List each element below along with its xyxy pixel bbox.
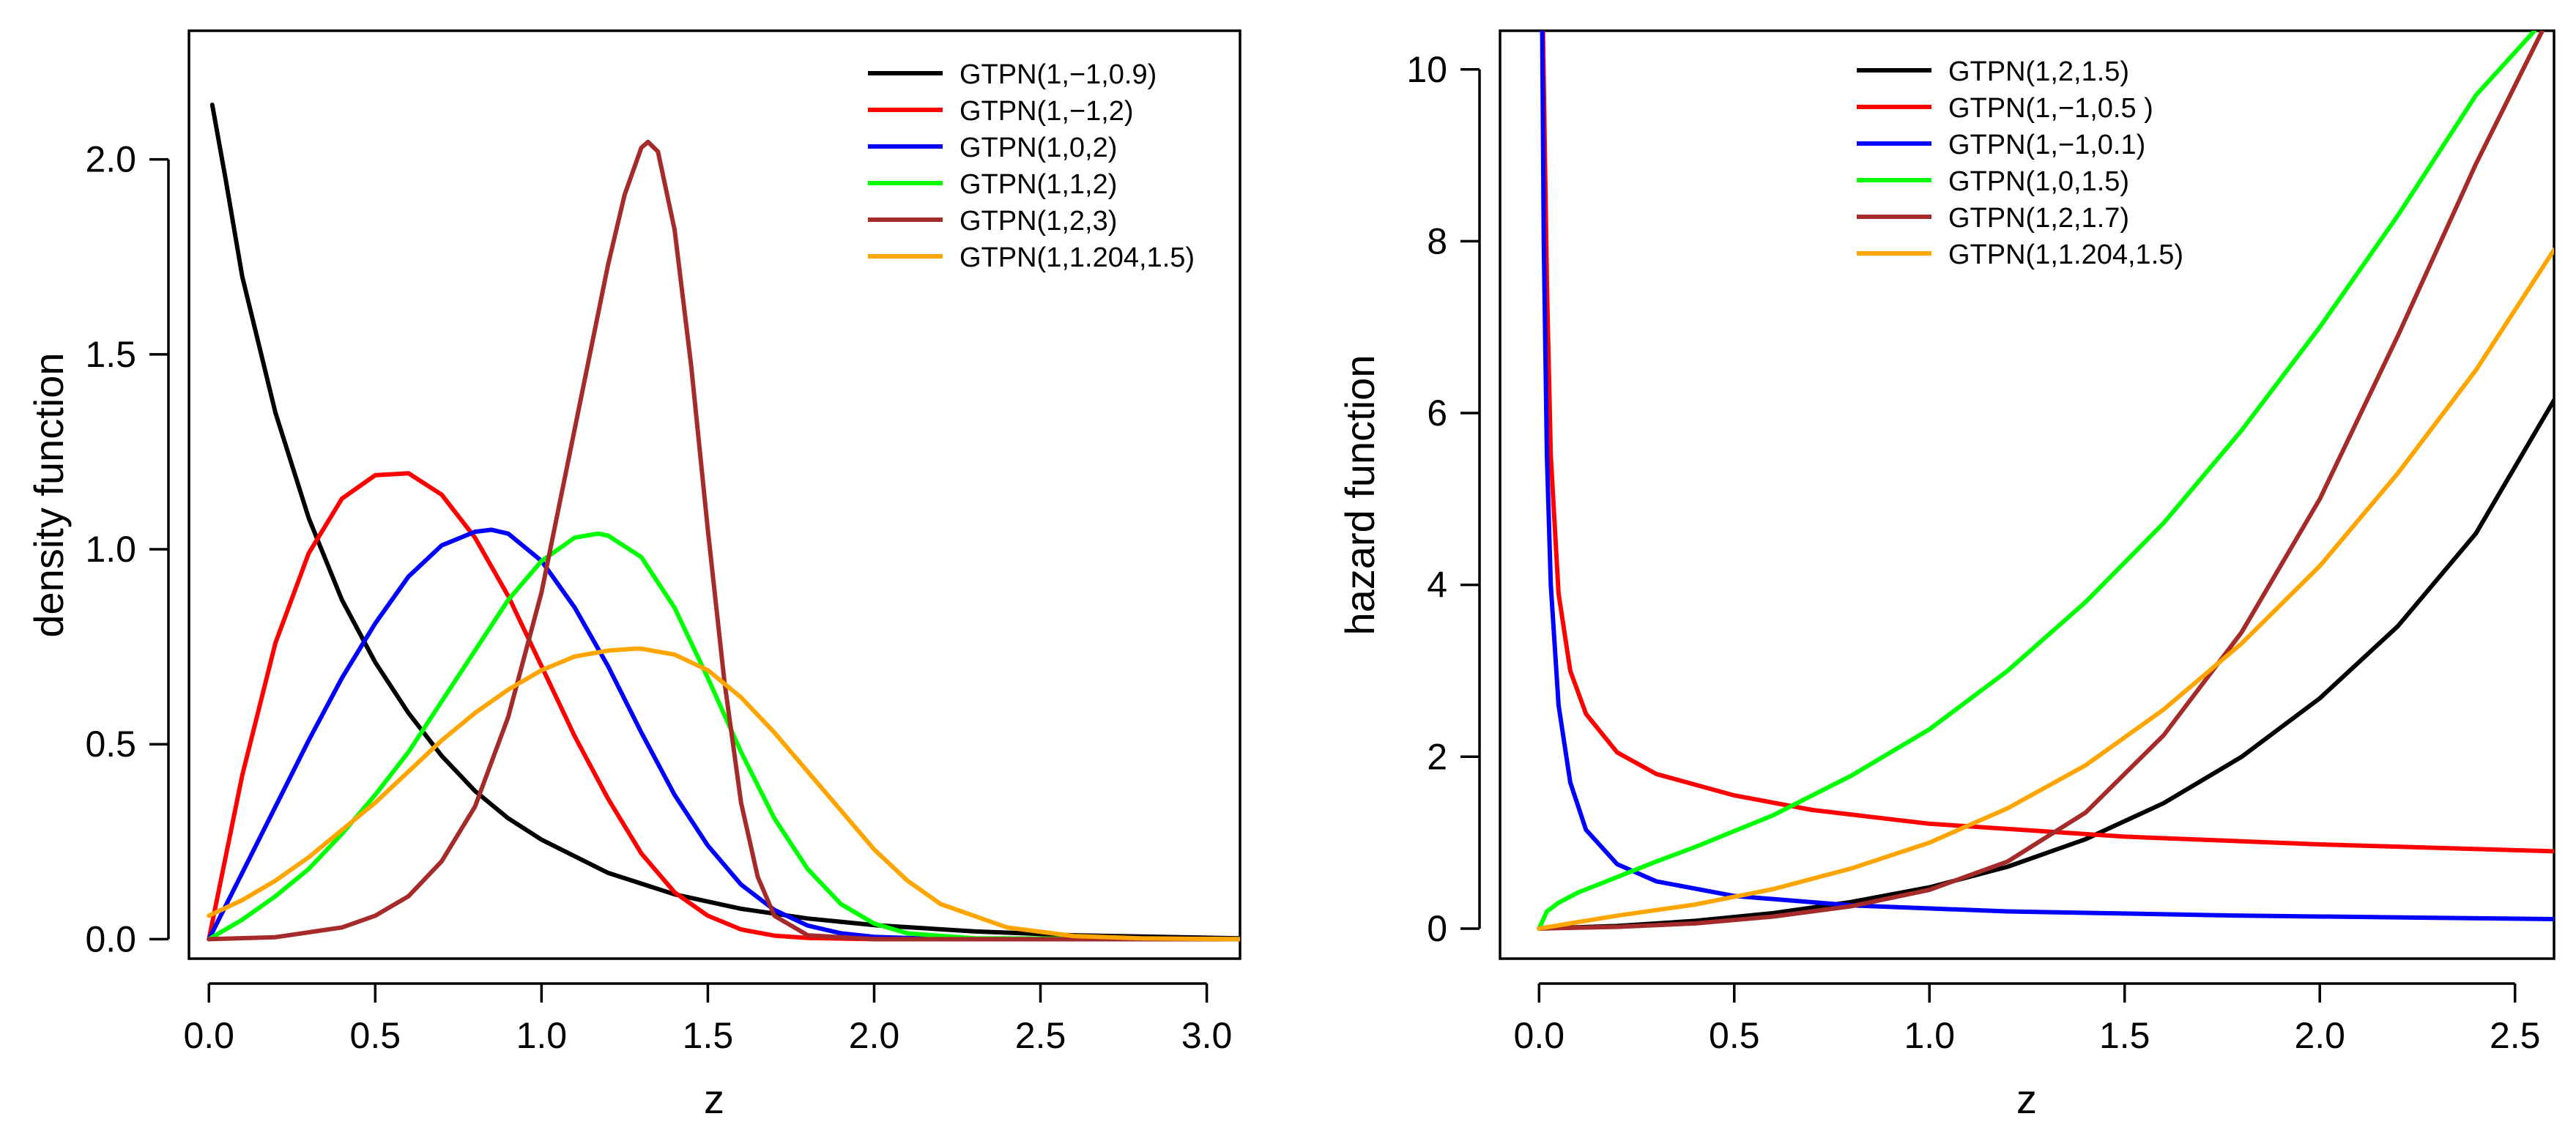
hazard-x-tick-label-5: 2.5 <box>2490 1015 2541 1056</box>
hazard-series-line-3 <box>1537 31 2537 931</box>
hazard-x-tick-label-1: 0.5 <box>1709 1015 1760 1056</box>
hazard-legend-entry-5: GTPN(1,1.204,1.5) <box>1948 239 2183 270</box>
hazard-legend-entry-4: GTPN(1,2,1.7) <box>1948 203 2129 234</box>
density-series-group <box>207 103 1240 942</box>
density-legend-entry-4: GTPN(1,2,3) <box>959 206 1117 237</box>
hazard-x-axis-label: z <box>2016 1076 2037 1122</box>
hazard-series-line-4 <box>1537 31 2545 931</box>
density-series-line-2 <box>207 527 1240 942</box>
density-series-line-1 <box>207 471 1240 942</box>
hazard-legend-entry-1: GTPN(1,−1,0.5 ) <box>1948 93 2153 124</box>
hazard-series-line-5 <box>1537 248 2554 931</box>
hazard-legend: GTPN(1,2,1.5) GTPN(1,−1,0.5 ) GTPN(1,−1,0.… <box>1857 56 2183 270</box>
density-x-tick-label-0: 0.0 <box>183 1015 234 1056</box>
density-x-tick-label-3: 1.5 <box>683 1015 734 1056</box>
density-axes: 0.0 0.5 1.0 1.5 2.0 2.5 3.0 0.0 0.5 1.0 1.5 2.0 <box>85 139 1232 1056</box>
hazard-y-tick-label-2: 4 <box>1427 565 1447 606</box>
density-y-tick-label-4: 2.0 <box>85 139 136 180</box>
hazard-x-tick-label-3: 1.5 <box>2099 1015 2150 1056</box>
density-legend-entry-2: GTPN(1,0,2) <box>959 133 1117 163</box>
hazard-x-tick-label-2: 1.0 <box>1904 1015 1956 1056</box>
density-legend-entry-3: GTPN(1,1,2) <box>959 169 1117 200</box>
density-panel: 0.0 0.5 1.0 1.5 2.0 2.5 3.0 0.0 0.5 1.0 1.5 2.0 z d… <box>26 29 1241 1122</box>
hazard-series-line-1 <box>1540 31 2554 854</box>
hazard-y-tick-label-0: 0 <box>1427 908 1447 949</box>
density-x-tick-label-2: 1.0 <box>516 1015 568 1056</box>
hazard-plot-frame <box>1499 29 2555 960</box>
hazard-series-line-2 <box>1540 31 2554 921</box>
hazard-panel: 0.0 0.5 1.0 1.5 2.0 2.5 0 2 4 6 8 10 z hazard funct… <box>1337 29 2555 1122</box>
density-legend-entry-0: GTPN(1,−1,0.9) <box>959 59 1157 90</box>
density-x-tick-label-4: 2.0 <box>849 1015 900 1056</box>
density-series-line-3 <box>207 531 1240 942</box>
density-y-tick-label-3: 1.5 <box>85 334 136 375</box>
hazard-legend-entry-3: GTPN(1,0,1.5) <box>1948 166 2129 197</box>
hazard-y-tick-label-1: 2 <box>1427 736 1447 777</box>
hazard-legend-entry-2: GTPN(1,−1,0.1) <box>1948 130 2145 160</box>
density-legend-entry-5: GTPN(1,1.204,1.5) <box>959 242 1195 273</box>
density-series-line-0 <box>209 103 1240 941</box>
density-x-tick-label-5: 2.5 <box>1015 1015 1066 1056</box>
density-legend-entry-1: GTPN(1,−1,2) <box>959 96 1134 127</box>
density-series-line-4 <box>207 139 1240 942</box>
hazard-series-group <box>1537 31 2554 931</box>
density-y-axis-label: density function <box>26 352 72 637</box>
hazard-axes: 0.0 0.5 1.0 1.5 2.0 2.5 0 2 4 6 8 10 <box>1406 49 2540 1056</box>
hazard-x-tick-label-0: 0.0 <box>1514 1015 1565 1056</box>
hazard-legend-entry-0: GTPN(1,2,1.5) <box>1948 56 2129 87</box>
hazard-series-line-0 <box>1537 398 2554 931</box>
hazard-y-tick-label-3: 6 <box>1427 393 1447 434</box>
density-y-tick-label-1: 0.5 <box>85 724 136 765</box>
hazard-x-tick-label-4: 2.0 <box>2294 1015 2345 1056</box>
density-x-axis-label: z <box>704 1076 724 1122</box>
density-y-tick-label-0: 0.0 <box>85 918 136 959</box>
density-legend: GTPN(1,−1,0.9) GTPN(1,−1,2) GTPN(1,0,2) GTP… <box>868 59 1195 273</box>
density-y-tick-label-2: 1.0 <box>85 529 136 570</box>
density-x-tick-label-6: 3.0 <box>1181 1015 1233 1056</box>
density-x-tick-label-1: 0.5 <box>350 1015 401 1056</box>
hazard-y-tick-label-5: 10 <box>1406 49 1447 90</box>
density-plot-frame <box>188 29 1241 960</box>
density-series-line-5 <box>207 646 1240 942</box>
hazard-y-axis-label: hazard function <box>1337 355 1383 636</box>
hazard-y-tick-label-4: 8 <box>1427 220 1447 261</box>
